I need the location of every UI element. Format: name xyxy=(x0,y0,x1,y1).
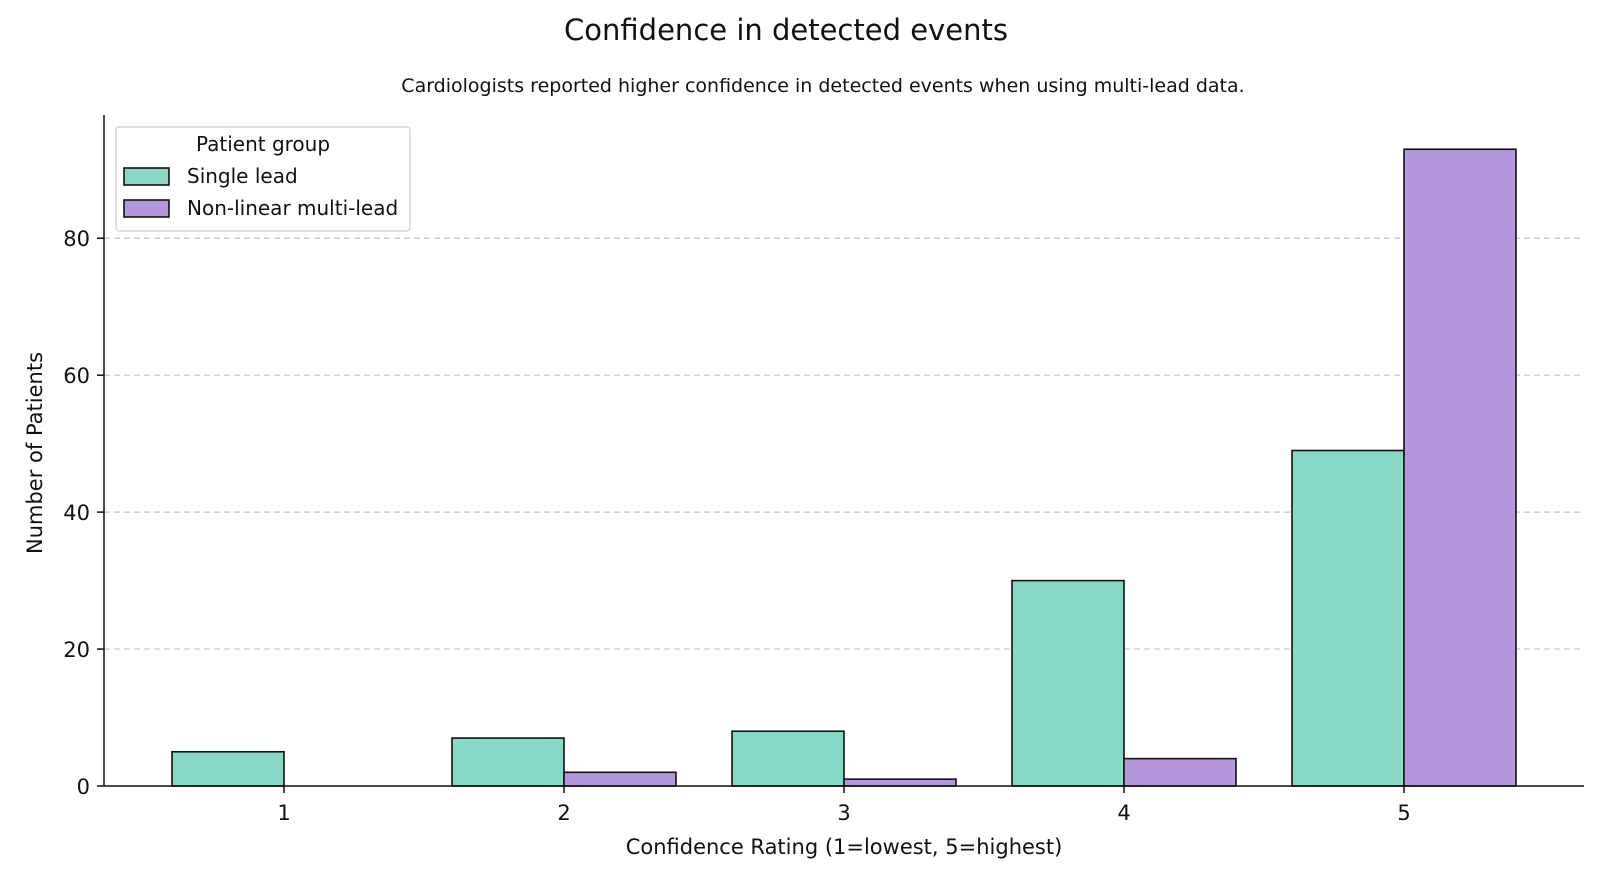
bar-single-lead-rating-1 xyxy=(171,750,285,787)
y-tick-label-80: 80 xyxy=(63,227,90,251)
y-tick-label-20: 20 xyxy=(63,638,90,662)
y-tick-label-40: 40 xyxy=(63,501,90,525)
chart-title: Confidence in detected events xyxy=(564,13,1008,47)
bar-multi-lead-rating-3 xyxy=(843,778,957,787)
legend-label-multi-lead: Non-linear multi-lead xyxy=(187,196,398,220)
bar-single-lead-rating-4 xyxy=(1011,579,1125,787)
bar-single-lead-rating-2 xyxy=(451,737,565,787)
legend-label-single-lead: Single lead xyxy=(187,164,298,188)
y-tick-label-60: 60 xyxy=(63,364,90,388)
bar-multi-lead-rating-2 xyxy=(563,771,677,787)
x-ticks: 1 2 3 4 5 xyxy=(277,786,1411,825)
bar-single-lead-rating-3 xyxy=(731,730,845,787)
x-tick-label-3: 3 xyxy=(837,801,850,825)
x-tick-label-4: 4 xyxy=(1117,801,1130,825)
legend-frame xyxy=(115,126,411,232)
y-axis-label: Number of Patients xyxy=(23,352,47,554)
x-tick-label-1: 1 xyxy=(277,801,290,825)
legend-swatch-single-lead xyxy=(123,167,170,186)
x-axis-label: Confidence Rating (1=lowest, 5=highest) xyxy=(626,835,1063,859)
legend-title: Patient group xyxy=(196,132,330,156)
x-tick-label-2: 2 xyxy=(557,801,570,825)
legend-swatch-multi-lead xyxy=(123,199,170,218)
y-ticks: 0 20 40 60 80 xyxy=(63,227,104,799)
bars xyxy=(171,148,1517,787)
y-tick-label-0: 0 xyxy=(77,775,90,799)
x-tick-label-5: 5 xyxy=(1397,801,1410,825)
bar-multi-lead-rating-4 xyxy=(1123,757,1237,787)
bar-single-lead-rating-5 xyxy=(1291,449,1405,787)
bar-multi-lead-rating-5 xyxy=(1403,148,1517,787)
legend: Patient group Single lead Non-linear mul… xyxy=(115,126,411,232)
chart-subtitle: Cardiologists reported higher confidence… xyxy=(401,75,1244,97)
